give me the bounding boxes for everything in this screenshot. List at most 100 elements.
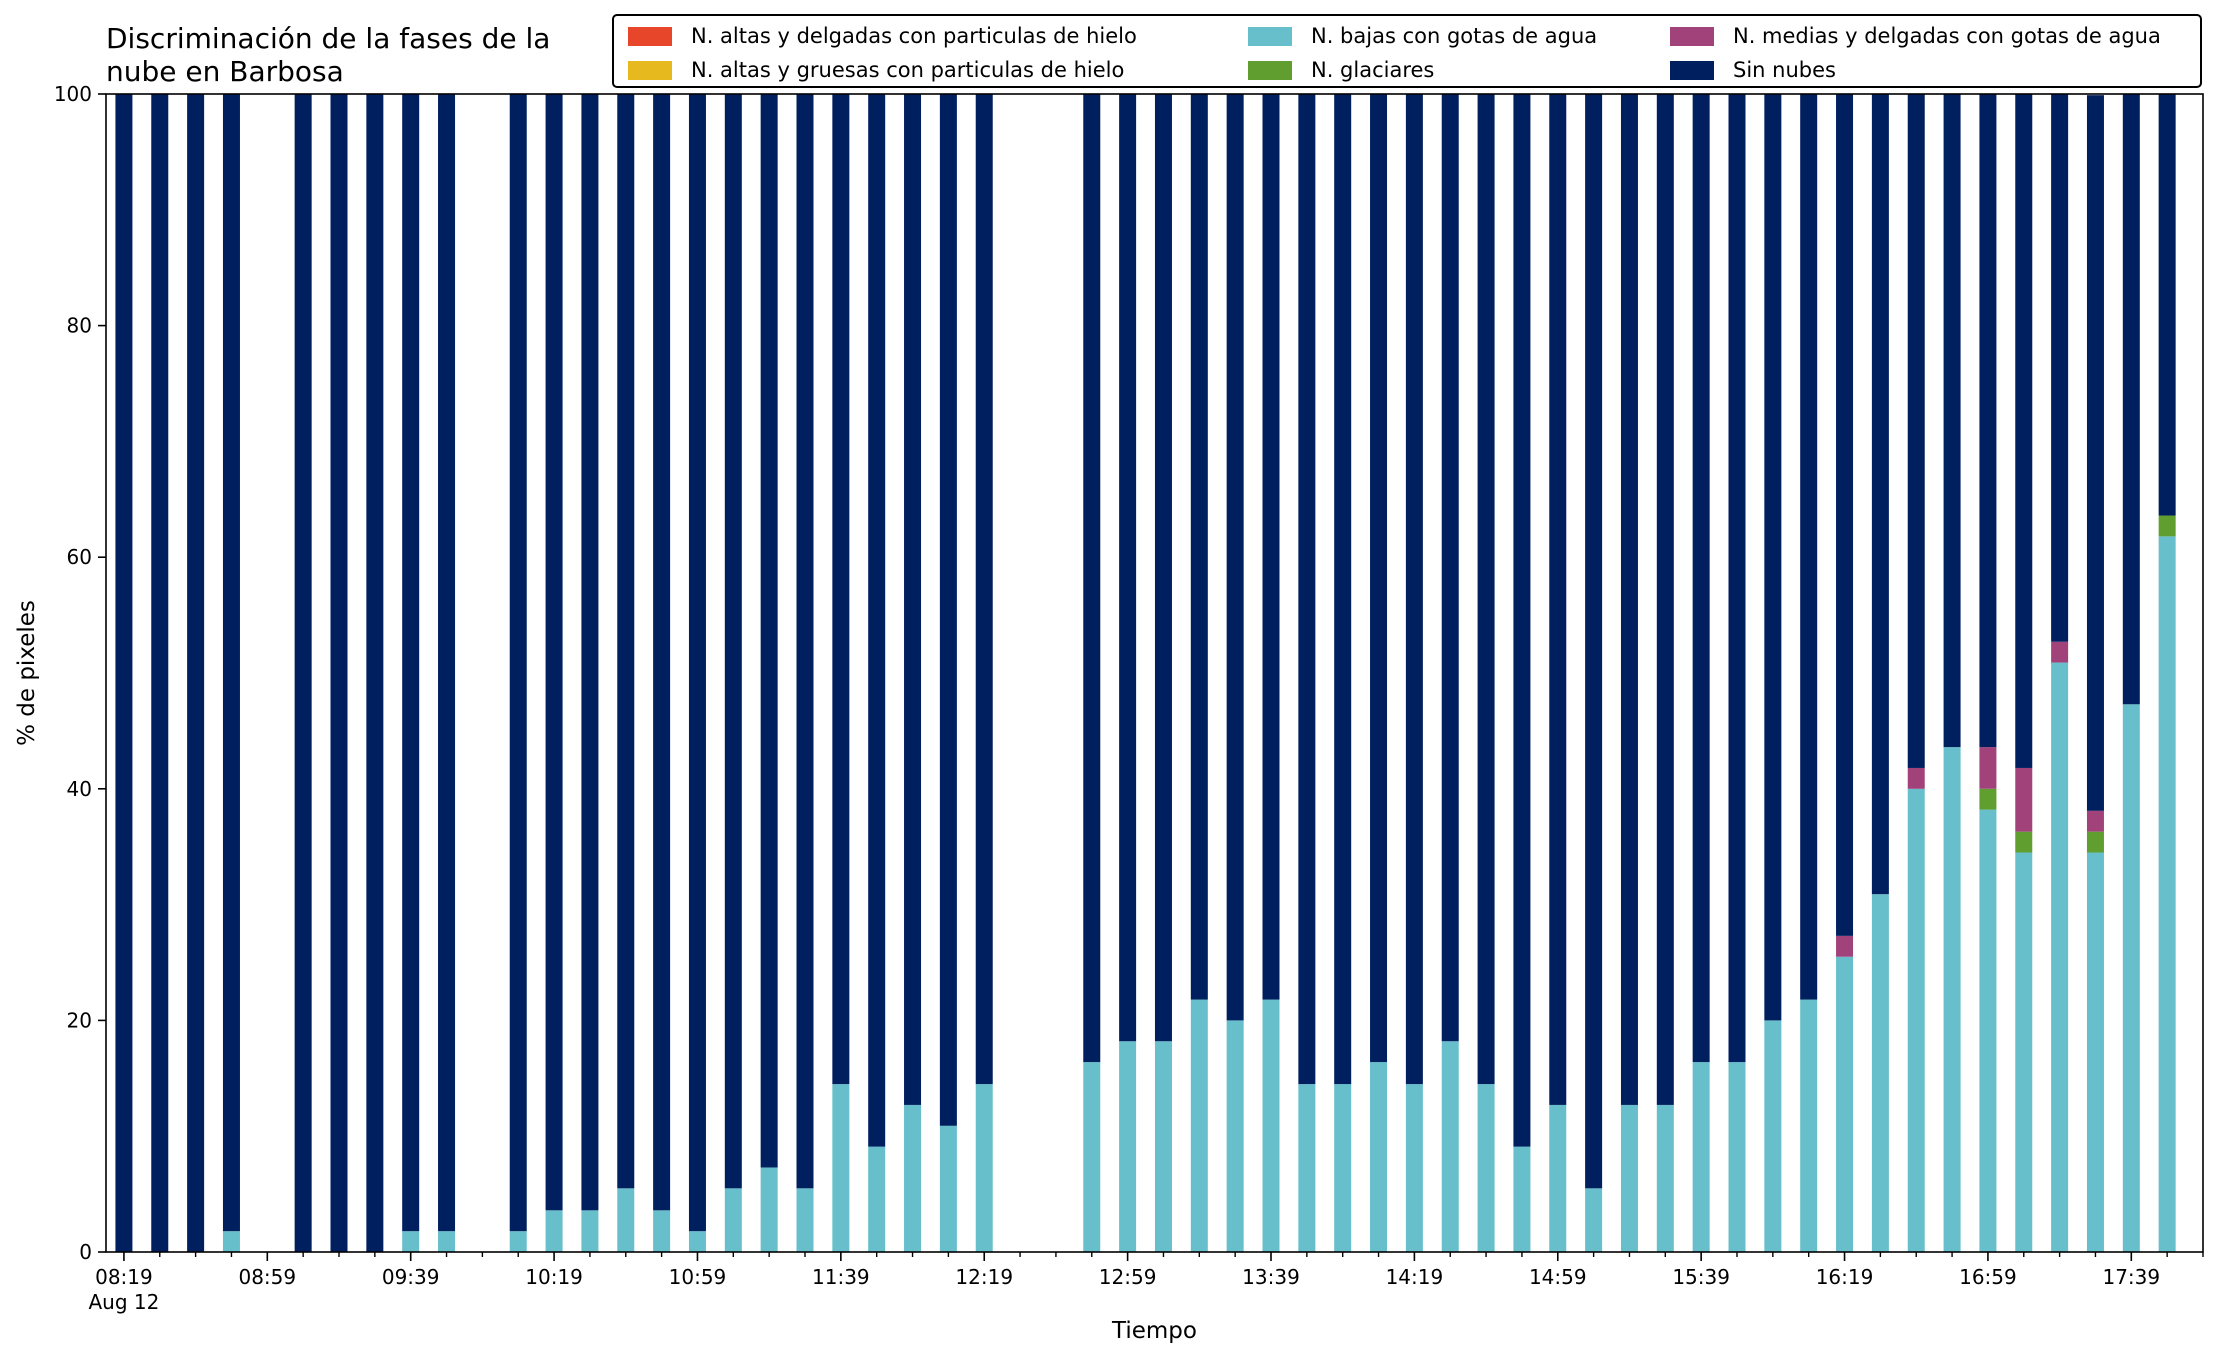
legend-item-bajas: N. bajas con gotas de agua [1248,21,1597,51]
bar-segment [724,1188,742,1252]
bar-segment [1370,94,1388,1063]
bar-segment [1585,94,1603,1189]
bar-segment [1620,1104,1638,1252]
bar-segment [402,1231,420,1252]
bar-segment [1226,94,1244,1021]
x-tick-label: 10:19 [525,1265,583,1289]
bar-segment [187,94,205,1252]
bar-segment [1190,94,1208,1000]
bar-segment [1477,1084,1495,1252]
bar-segment [438,1231,456,1252]
bar-segment [1262,94,1280,1000]
x-tick-label: 17:39 [2102,1265,2160,1289]
x-tick-label: 08:59 [238,1265,296,1289]
bar-segment [581,1210,599,1252]
bar-segment [868,94,886,1147]
legend-label: N. bajas con gotas de agua [1311,24,1598,48]
bar-segment [581,94,599,1211]
bar-segment [1764,1020,1782,1252]
bar-segment [617,1188,635,1252]
legend-label: N. medias y delgadas con gotas de agua [1733,24,2161,48]
bar-segment [760,94,778,1168]
bar-segment [1907,767,1925,789]
legend-swatch [1670,60,1714,80]
bar-segment [545,94,563,1211]
bar-segment [1262,999,1280,1252]
x-tick-label: 13:39 [1242,1265,1300,1289]
legend-item-medias: N. medias y delgadas con gotas de agua [1670,21,2161,51]
bar-segment [294,94,312,1252]
bar-segment [222,1231,240,1252]
x-tick-label: 15:39 [1672,1265,1730,1289]
bar-segment [2086,852,2104,1252]
legend-swatch [628,60,672,80]
bar-segment [653,1210,671,1252]
bar-segment [1907,94,1925,768]
bar-segment [151,94,169,1252]
bar-segment [1226,1020,1244,1252]
bar-segment [330,94,348,1252]
bar-segment [1477,94,1495,1085]
bar-segment [1154,1041,1172,1252]
bar-segment [2015,852,2033,1252]
bar-segment [1298,1084,1316,1252]
legend-swatch [1248,26,1292,46]
bar-segment [832,1084,850,1252]
legend-label: Sin nubes [1733,58,1836,82]
bar-segment [1728,94,1746,1063]
bar-segment [1943,94,1961,748]
bar-segment [1656,94,1674,1105]
bar-segment [1836,94,1854,936]
bar-segment [1692,94,1710,1063]
bar-segment [939,94,957,1126]
bar-segment [617,94,635,1189]
y-axis: 0 20 40 60 80 100 [54,82,106,1264]
bar-segment [2015,831,2033,853]
bar-segment [1083,94,1101,1063]
bar-segment [509,94,527,1232]
bar-segment [1405,94,1423,1085]
bar-segment [1871,94,1889,895]
bar-segment [2051,662,2069,1252]
bar-segment [2122,704,2140,1252]
bar-segment [796,94,814,1189]
bar-segment [2158,536,2176,1252]
x-tick-label: 10:59 [669,1265,727,1289]
bar-segment [975,1084,993,1252]
y-tick-label: 80 [67,314,92,338]
x-tick-label: 16:59 [1959,1265,2017,1289]
bar-segment [1979,747,1997,789]
legend-item-altas-gruesas: N. altas y gruesas con particulas de hie… [628,55,1124,85]
bar-segment [1836,956,1854,1252]
x-tick-label: 16:19 [1816,1265,1874,1289]
bar-segment [1549,94,1567,1105]
bar-segment [1871,894,1889,1252]
bar-segment [1441,1041,1459,1252]
bar-segment [1800,94,1818,1000]
legend-swatch [1248,60,1292,80]
y-tick-label: 20 [67,1008,92,1032]
bar-segment [1334,94,1352,1085]
chart-title: Discriminación de la fases de la nube en… [106,22,551,88]
bar-segment [1692,1062,1710,1252]
bar-segment [904,1104,922,1252]
bar-segment [1800,999,1818,1252]
bar-segment [1513,94,1531,1147]
bar-segment [1585,1188,1603,1252]
bar-segment [1190,999,1208,1252]
bar-segment [2158,515,2176,537]
bar-segment [1441,94,1459,1042]
bar-segment [1836,935,1854,957]
bar-segment [1083,1062,1101,1252]
x-date-label: Aug 12 [88,1290,159,1314]
x-tick-label: 14:59 [1529,1265,1587,1289]
bar-segment [868,1146,886,1252]
bar-segment [1405,1084,1423,1252]
bar-segment [724,94,742,1189]
bar-segment [509,1231,527,1252]
legend: N. altas y delgadas con particulas de hi… [612,14,2202,88]
bar-segment [115,94,133,1252]
bar-segment [2122,94,2140,705]
